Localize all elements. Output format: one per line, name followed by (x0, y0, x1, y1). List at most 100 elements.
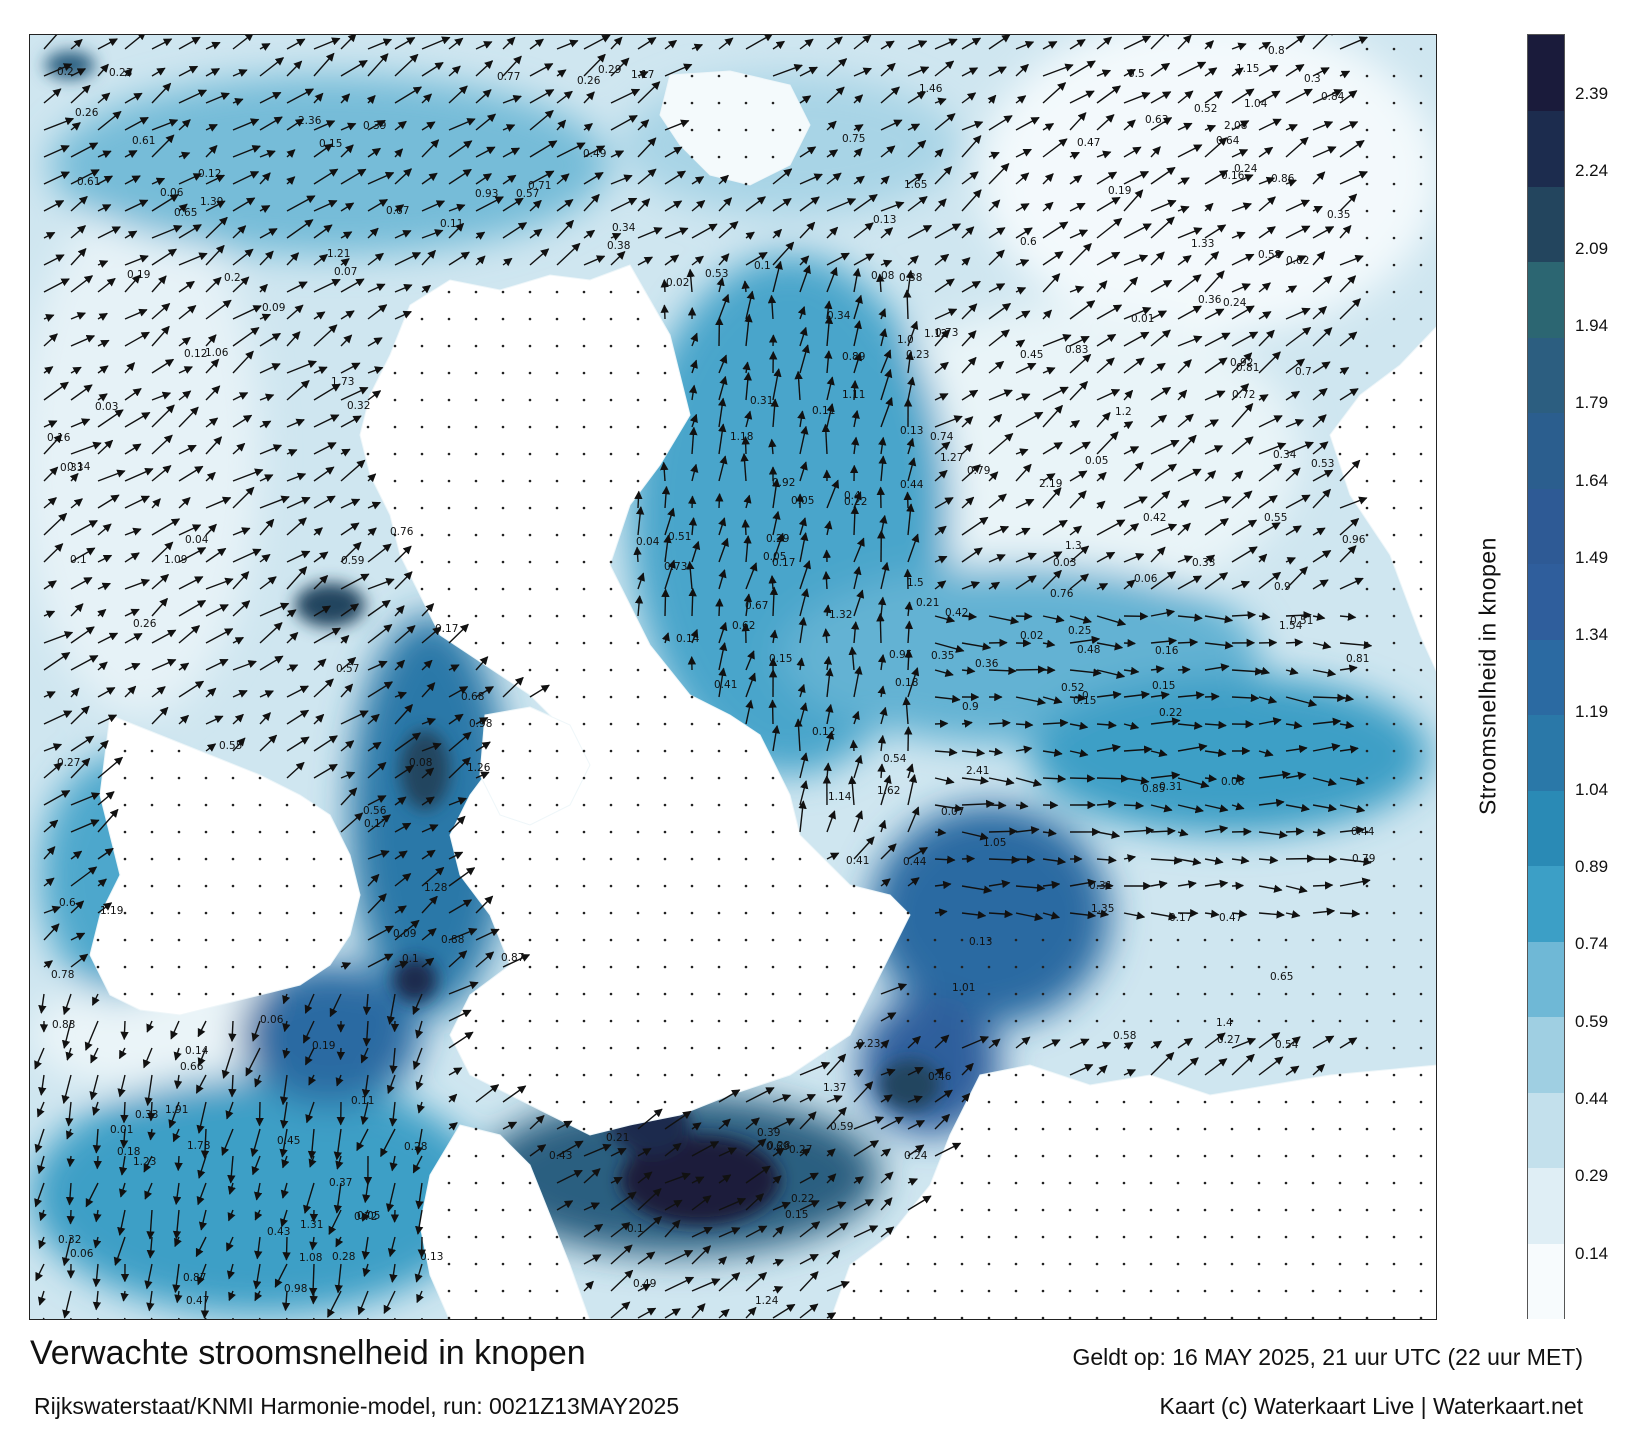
current-arrow (1231, 402, 1254, 428)
grid-dot (663, 668, 667, 672)
current-arrow (610, 251, 626, 266)
speed-value-label: 1.65 (904, 179, 927, 191)
current-arrow (1069, 353, 1092, 374)
grid-dot (717, 1019, 721, 1023)
current-arrow (1312, 146, 1337, 158)
grid-dot (1149, 1154, 1153, 1158)
grid-dot (609, 452, 613, 456)
grid-dot (582, 911, 586, 915)
grid-dot (258, 803, 262, 807)
grid-dot (474, 290, 478, 294)
grid-dot (1365, 1316, 1369, 1319)
current-arrow (1123, 68, 1136, 77)
grid-dot (555, 479, 559, 483)
current-arrow (1042, 251, 1064, 266)
grid-dot (177, 938, 181, 942)
grid-dot (1392, 776, 1396, 780)
current-arrow (178, 406, 199, 428)
current-arrow (313, 37, 341, 50)
grid-dot (231, 938, 235, 942)
current-arrow (259, 204, 271, 213)
grid-dot (1392, 74, 1396, 78)
speed-value-label: 0.35 (931, 650, 954, 662)
current-arrow (768, 699, 777, 725)
current-arrow (907, 457, 917, 482)
grid-dot (906, 992, 910, 996)
current-arrow (97, 150, 112, 159)
grid-dot (393, 371, 397, 375)
grid-dot (852, 965, 856, 969)
speed-value-label: 1.4 (1216, 1017, 1233, 1029)
grid-dot (744, 830, 748, 834)
grid-dot (447, 1181, 451, 1185)
current-arrow (43, 466, 59, 482)
grid-dot (798, 965, 802, 969)
current-arrow (1096, 171, 1118, 185)
current-arrow (880, 259, 893, 268)
current-arrow (961, 280, 981, 293)
grid-dot (555, 614, 559, 618)
grid-dot (906, 938, 910, 942)
grid-dot (1392, 695, 1396, 699)
speed-value-label: 0.31 (1159, 781, 1182, 793)
speed-value-label: 0.17 (364, 818, 387, 830)
grid-dot (933, 965, 937, 969)
current-arrow (1150, 279, 1173, 293)
current-arrow (1042, 40, 1058, 50)
current-arrow (610, 197, 638, 212)
grid-dot (1392, 479, 1396, 483)
speed-value-label: 0.1 (627, 1223, 644, 1235)
current-arrow (1285, 326, 1312, 347)
speed-value-label: 0.84 (1321, 91, 1345, 103)
current-arrow (97, 439, 114, 455)
grid-dot (609, 506, 613, 510)
current-arrow (529, 170, 555, 185)
current-arrow (313, 527, 323, 536)
current-arrow (961, 120, 984, 131)
current-arrow (1123, 254, 1149, 266)
grid-dot (447, 1154, 451, 1158)
current-arrow (690, 332, 699, 347)
current-arrow (961, 92, 977, 104)
current-arrow (853, 320, 862, 347)
grid-dot (609, 1019, 613, 1023)
grid-dot (717, 128, 721, 132)
current-arrow (637, 70, 649, 79)
grid-dot (717, 965, 721, 969)
grid-dot (1284, 1154, 1288, 1158)
current-arrow (717, 397, 727, 428)
grid-dot (582, 830, 586, 834)
current-arrow (232, 197, 256, 212)
speed-value-label: 1.01 (952, 982, 975, 994)
current-arrow (1258, 118, 1282, 131)
current-arrow (1177, 122, 1193, 131)
grid-dot (1365, 533, 1369, 537)
speed-value-label: 0.59 (830, 1121, 853, 1133)
current-arrow (259, 420, 272, 429)
speed-value-label: 0.11 (440, 218, 463, 230)
current-arrow (232, 35, 254, 50)
current-arrow (205, 358, 220, 374)
current-arrow (205, 417, 219, 428)
grid-dot (501, 398, 505, 402)
grid-dot (1284, 938, 1288, 942)
grid-dot (744, 776, 748, 780)
legend-color-step (1528, 261, 1564, 338)
grid-dot (1068, 965, 1072, 969)
legend-tick-label: 1.04 (1575, 779, 1609, 799)
current-arrow (124, 388, 142, 401)
land-areas (89, 70, 1436, 1319)
current-arrow (961, 303, 978, 320)
speed-value-label: 0.41 (714, 679, 737, 691)
grid-dot (1068, 1154, 1072, 1158)
current-arrow (205, 216, 228, 239)
land-west-coast (89, 714, 361, 1016)
speed-value-label: 0.33 (1192, 557, 1215, 569)
current-arrow (1150, 490, 1171, 509)
map-credits: Kaart (c) Waterkaart Live | Waterkaart.n… (1159, 1393, 1583, 1419)
speed-value-label: 0.1 (754, 260, 771, 272)
grid-dot (312, 911, 316, 915)
current-arrow (340, 522, 360, 536)
current-arrow (1123, 170, 1150, 185)
grid-dot (150, 749, 154, 753)
